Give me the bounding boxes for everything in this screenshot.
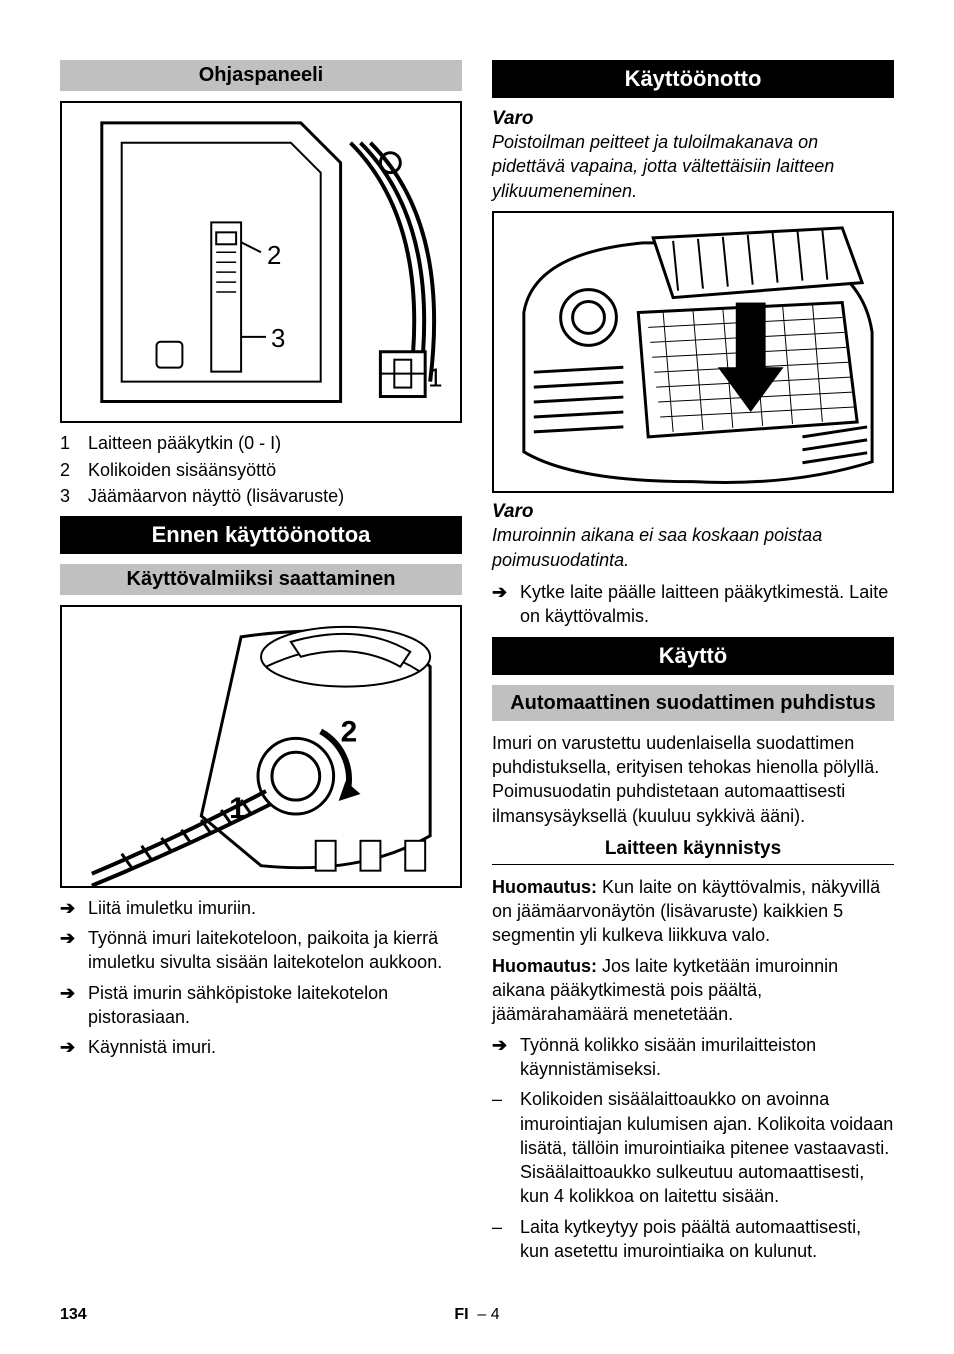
footer-lang: FI – 4 bbox=[454, 1306, 499, 1324]
dash-icon: – bbox=[492, 1215, 510, 1264]
step-list-right-1: ➔Kytke laite päälle laitteen pääkytkimes… bbox=[492, 580, 894, 629]
legend-item: 2Kolikoiden sisäänsyöttö bbox=[60, 458, 462, 482]
huomautus-1: Huomautus: Kun laite on käyttövalmis, nä… bbox=[492, 875, 894, 948]
figure-control-panel: 2 3 1 bbox=[60, 101, 462, 423]
arrow-icon: ➔ bbox=[60, 1035, 78, 1059]
dash-icon: – bbox=[492, 1087, 510, 1208]
step-item: ➔Työnnä imuri laitekoteloon, paikoita ja… bbox=[60, 926, 462, 975]
dash-item: –Kolikoiden sisäälaittoaukko on avoinna … bbox=[492, 1087, 894, 1208]
legend-item: 3Jäämäarvon näyttö (lisävaruste) bbox=[60, 484, 462, 508]
huomautus-2: Huomautus: Jos laite kytketään imuroinni… bbox=[492, 954, 894, 1027]
heading-kayttovalmiiksi: Käyttövalmiiksi saattaminen bbox=[60, 564, 462, 595]
paragraph-auto-filter: Imuri on varustettu uudenlaisella suodat… bbox=[492, 731, 894, 828]
dash-item: –Laita kytkeytyy pois päältä automaattis… bbox=[492, 1215, 894, 1264]
arrow-icon: ➔ bbox=[60, 926, 78, 975]
heading-ohjauspaneeli: Ohjaspaneeli bbox=[60, 60, 462, 91]
varo-body-2: Imuroinnin aikana ei saa koskaan poistaa… bbox=[492, 523, 894, 572]
step-item: ➔Liitä imuletku imuriin. bbox=[60, 896, 462, 920]
step-item: ➔Työnnä kolikko sisään imurilaitteiston … bbox=[492, 1033, 894, 1082]
heading-kaytto: Käyttö bbox=[492, 637, 894, 675]
legend-item: 1Laitteen pääkytkin (0 - I) bbox=[60, 431, 462, 455]
arrow-icon: ➔ bbox=[60, 981, 78, 1030]
fig2-label-2: 2 bbox=[341, 716, 358, 749]
page-footer: 134 FI – 4 bbox=[60, 1306, 894, 1324]
step-item: ➔Pistä imurin sähköpistoke laitekotelon … bbox=[60, 981, 462, 1030]
fig1-label-2: 2 bbox=[267, 242, 281, 270]
left-column: Ohjaspaneeli bbox=[60, 60, 462, 1269]
varo-title-2: Varo bbox=[492, 501, 894, 523]
heading-kayttoonotto: Käyttöönotto bbox=[492, 60, 894, 98]
arrow-icon: ➔ bbox=[492, 580, 510, 629]
legend-list: 1Laitteen pääkytkin (0 - I) 2Kolikoiden … bbox=[60, 431, 462, 508]
fig1-label-3: 3 bbox=[271, 325, 285, 353]
step-item: ➔Kytke laite päälle laitteen pääkytkimes… bbox=[492, 580, 894, 629]
heading-ennen: Ennen käyttöönottoa bbox=[60, 516, 462, 554]
arrow-icon: ➔ bbox=[492, 1033, 510, 1082]
heading-laitteen-kaynnistys: Laitteen käynnistys bbox=[492, 834, 894, 865]
varo-title-1: Varo bbox=[492, 108, 894, 130]
arrow-icon: ➔ bbox=[60, 896, 78, 920]
figure-filter-open bbox=[492, 211, 894, 494]
step-item: ➔Käynnistä imuri. bbox=[60, 1035, 462, 1059]
heading-auto-suodatin: Automaattinen suodattimen puhdistus bbox=[492, 685, 894, 721]
fig1-label-1: 1 bbox=[428, 365, 442, 393]
varo-body-1: Poistoilman peitteet ja tuloilmakanava o… bbox=[492, 130, 894, 203]
footer-spacer bbox=[890, 1306, 894, 1324]
fig2-label-1: 1 bbox=[229, 792, 246, 825]
right-column: Käyttöönotto Varo Poistoilman peitteet j… bbox=[492, 60, 894, 1269]
step-list-right-2: ➔Työnnä kolikko sisään imurilaitteiston … bbox=[492, 1033, 894, 1264]
page-number: 134 bbox=[60, 1306, 87, 1324]
figure-hose-connect: 1 2 bbox=[60, 605, 462, 888]
step-list-left: ➔Liitä imuletku imuriin. ➔Työnnä imuri l… bbox=[60, 896, 462, 1060]
